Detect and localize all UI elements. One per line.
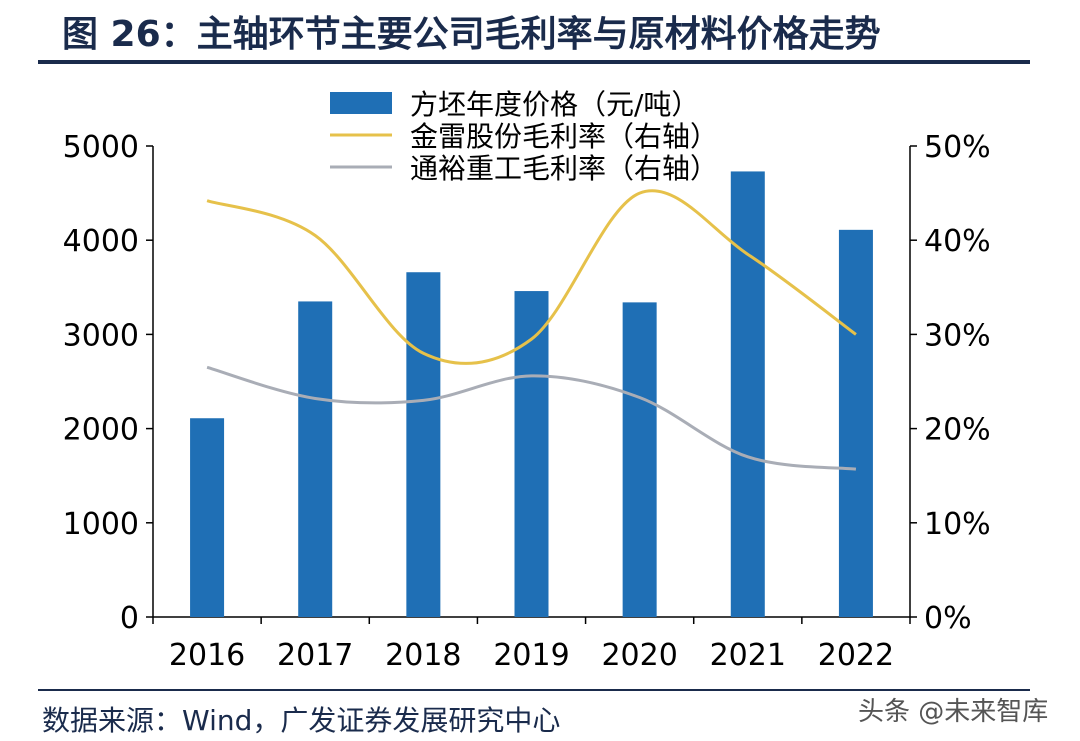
bar	[406, 272, 441, 617]
bar	[190, 418, 225, 617]
legend-label: 金雷股份毛利率（右轴）	[410, 120, 718, 153]
bar	[838, 229, 873, 617]
y-left-tick-label: 4000	[63, 224, 139, 259]
y-right-tick-label: 10%	[924, 507, 991, 542]
bar	[298, 301, 333, 617]
y-right-tick-label: 20%	[924, 413, 991, 448]
bar	[730, 171, 765, 617]
watermark: 头条 @未来智库	[858, 697, 1048, 727]
x-tick-label: 2020	[601, 638, 677, 673]
x-tick-label: 2022	[818, 638, 894, 673]
y-left-tick-label: 1000	[63, 507, 139, 542]
y-left-tick-label: 5000	[63, 130, 139, 165]
y-left-tick-label: 0	[120, 601, 139, 636]
bar	[622, 302, 657, 617]
y-left-tick-label: 2000	[63, 413, 139, 448]
y-left-tick-label: 3000	[63, 318, 139, 353]
chart-plot-area: 0 1000 2000 3000 4000 5000 0% 10% 20% 30% 40% 50% 20…	[63, 88, 991, 673]
y-right-tick-label: 0%	[924, 601, 972, 636]
x-tick-label: 2021	[710, 638, 786, 673]
legend-label: 方坯年度价格（元/吨）	[410, 88, 699, 121]
y-right-tick-label: 50%	[924, 130, 991, 165]
source-note: 数据来源：Wind，广发证券发展研究中心	[42, 704, 560, 737]
y-right-tick-label: 40%	[924, 224, 991, 259]
legend-swatch-bar	[330, 92, 392, 114]
figure-title: 图 26：主轴环节主要公司毛利率与原材料价格走势	[62, 14, 881, 55]
legend-label: 通裕重工毛利率（右轴）	[410, 152, 718, 185]
x-tick-label: 2016	[169, 638, 245, 673]
y-right-tick-label: 30%	[924, 318, 991, 353]
x-tick-label: 2019	[493, 638, 569, 673]
x-tick-label: 2018	[385, 638, 461, 673]
x-tick-label: 2017	[277, 638, 353, 673]
